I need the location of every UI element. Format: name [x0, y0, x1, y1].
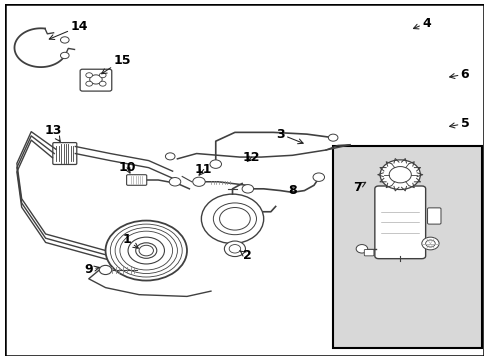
Circle shape — [192, 177, 205, 186]
Text: 1: 1 — [122, 234, 138, 248]
Bar — [332, 147, 481, 348]
Text: 15: 15 — [102, 54, 131, 74]
Circle shape — [242, 185, 253, 193]
Circle shape — [355, 244, 367, 253]
FancyBboxPatch shape — [126, 175, 146, 185]
FancyBboxPatch shape — [80, 69, 112, 91]
Text: 8: 8 — [287, 184, 296, 197]
Circle shape — [328, 134, 337, 141]
Text: 7: 7 — [352, 181, 365, 194]
Text: 10: 10 — [118, 161, 136, 174]
Circle shape — [139, 245, 153, 256]
Circle shape — [209, 160, 221, 168]
Text: 3: 3 — [276, 128, 303, 144]
Text: 2: 2 — [239, 249, 251, 262]
Text: 13: 13 — [44, 124, 61, 141]
Circle shape — [105, 221, 186, 280]
Circle shape — [312, 173, 324, 181]
Circle shape — [85, 73, 92, 78]
FancyBboxPatch shape — [364, 249, 373, 256]
FancyBboxPatch shape — [427, 208, 440, 224]
Circle shape — [61, 52, 69, 59]
Text: 6: 6 — [449, 68, 468, 81]
Ellipse shape — [201, 194, 263, 243]
Circle shape — [61, 37, 69, 43]
Text: 12: 12 — [243, 150, 260, 163]
Circle shape — [85, 81, 92, 86]
Text: 14: 14 — [49, 20, 88, 40]
Circle shape — [379, 160, 420, 189]
Circle shape — [224, 241, 245, 257]
Circle shape — [89, 75, 102, 84]
Text: 4: 4 — [413, 17, 430, 30]
Text: 9: 9 — [84, 264, 99, 276]
Circle shape — [99, 73, 106, 78]
Circle shape — [99, 81, 106, 86]
Circle shape — [388, 167, 410, 183]
Circle shape — [99, 265, 112, 275]
Circle shape — [421, 237, 438, 250]
FancyBboxPatch shape — [374, 186, 425, 259]
Circle shape — [165, 153, 175, 160]
Text: 11: 11 — [195, 163, 212, 176]
Text: 5: 5 — [449, 117, 468, 130]
Circle shape — [169, 177, 181, 186]
